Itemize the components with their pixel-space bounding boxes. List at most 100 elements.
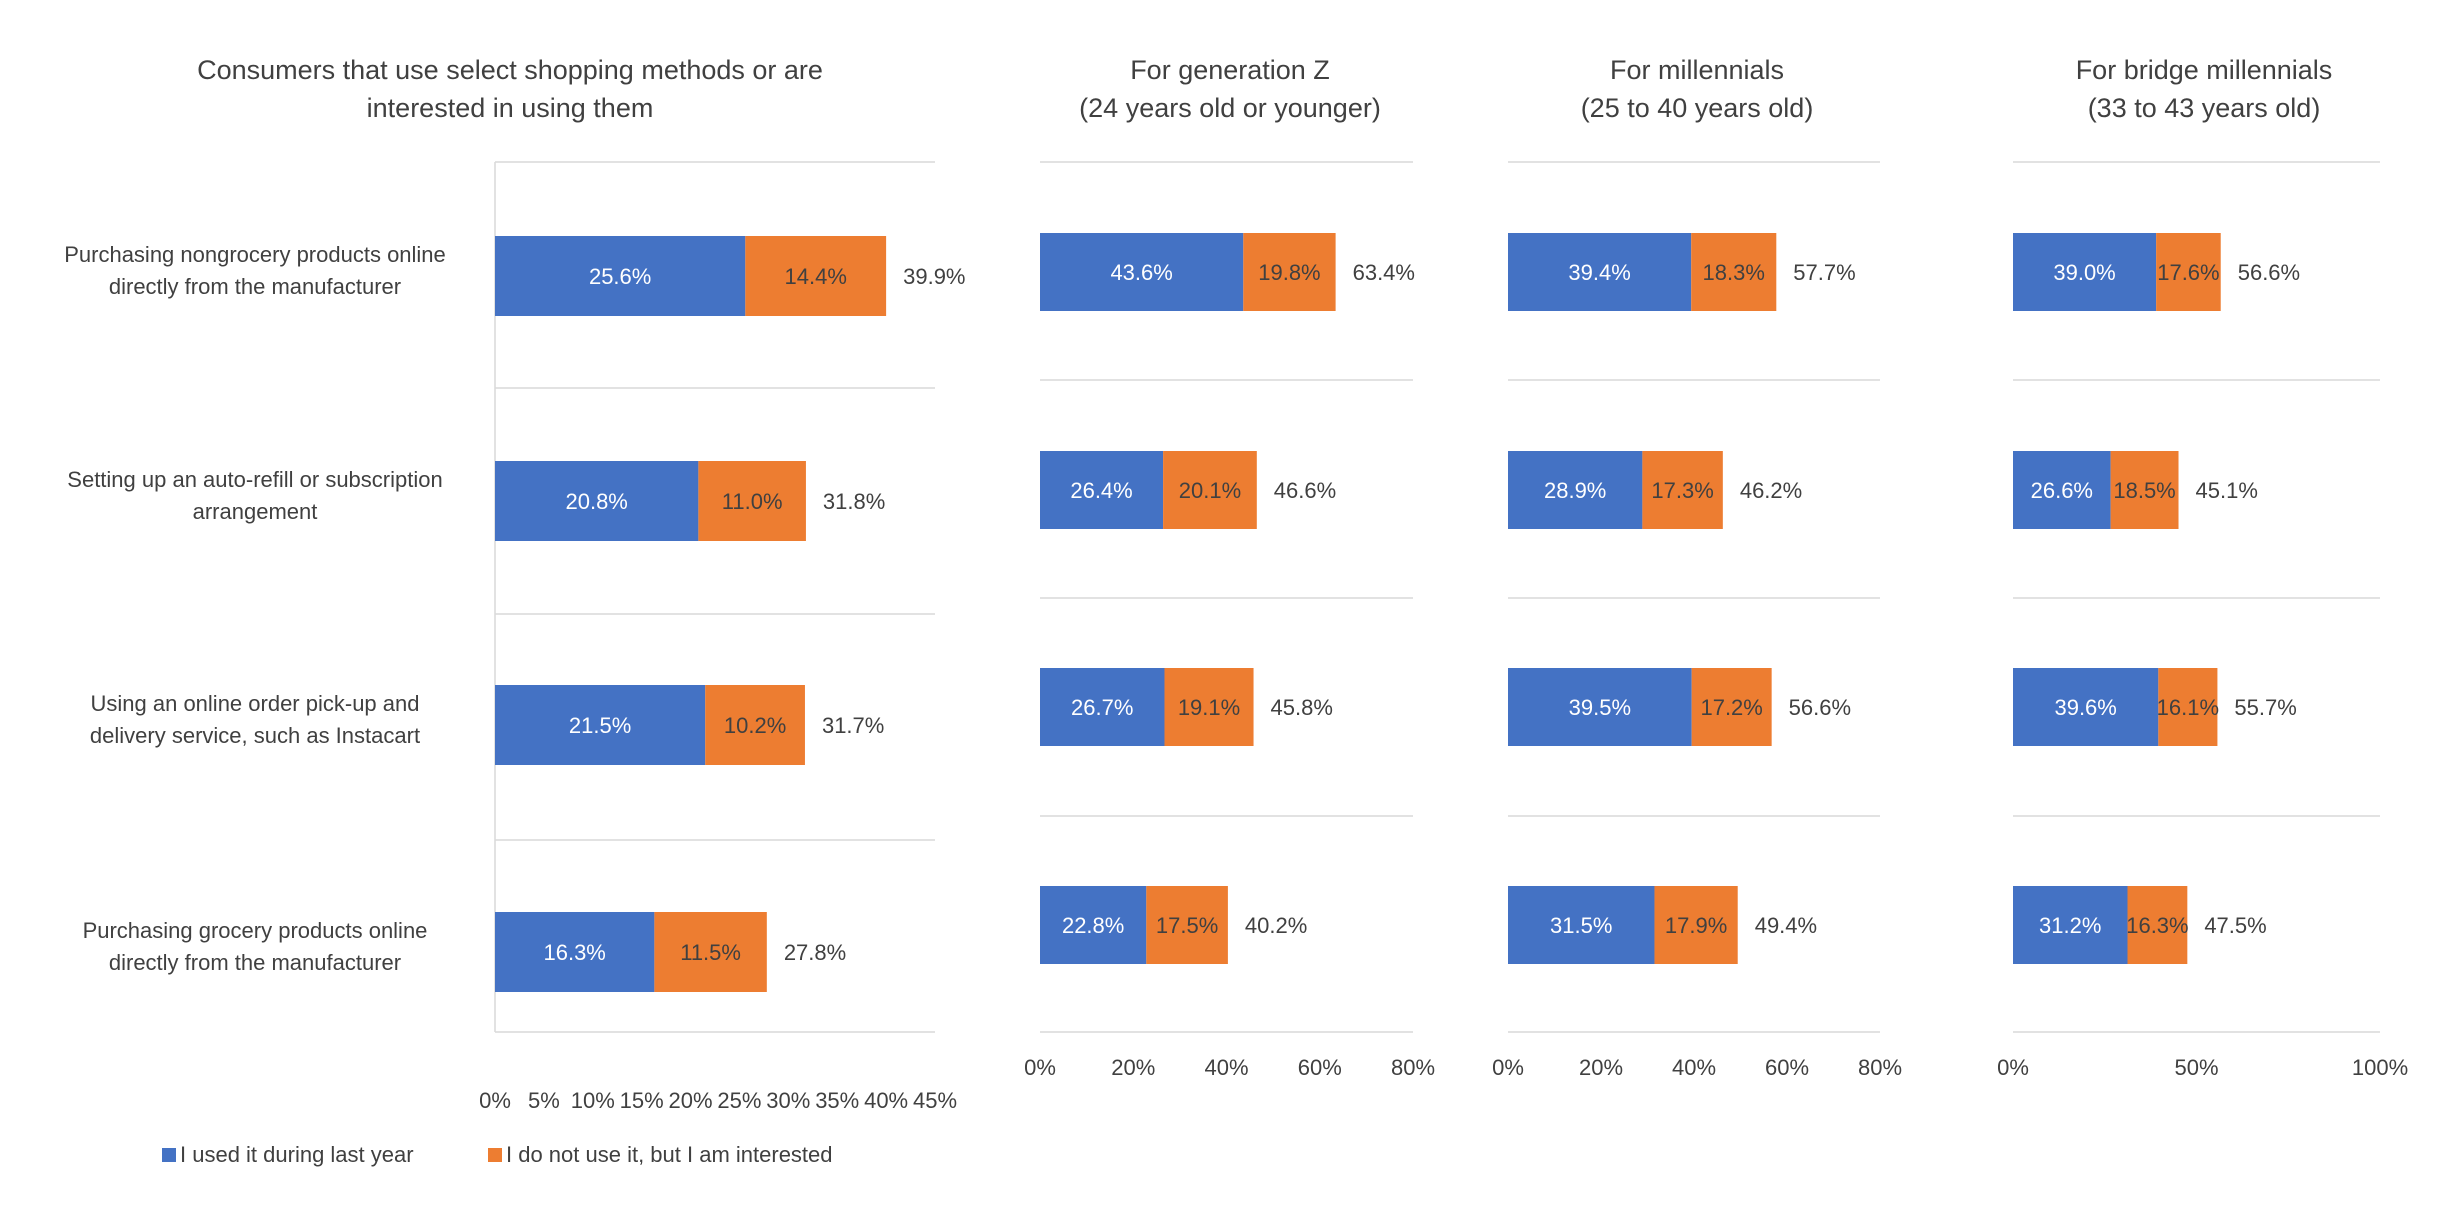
bar-interested [1691,668,1772,746]
total-label: 46.2% [1740,478,1802,503]
total-label: 49.4% [1755,913,1817,938]
bar-used-last-year [495,461,699,541]
bar-used-last-year [1508,451,1643,529]
data-label-used: 26.7% [1071,695,1133,720]
x-tick-label: 25% [717,1088,761,1113]
chart-title-line: For generation Z [1130,55,1330,85]
data-label-interested: 10.2% [724,713,786,738]
category-label: Purchasing grocery products online [83,918,428,943]
x-tick-label: 60% [1298,1055,1342,1080]
data-label-interested: 18.3% [1703,260,1765,285]
x-tick-label: 50% [2174,1055,2218,1080]
data-label-used: 39.4% [1568,260,1630,285]
category-label: delivery service, such as Instacart [90,723,420,748]
legend-label: I used it during last year [180,1142,414,1167]
category-label: directly from the manufacturer [109,950,401,975]
total-label: 57.7% [1793,260,1855,285]
bar-interested [1163,451,1257,529]
bar-interested [2110,451,2179,529]
total-label: 55.7% [2234,695,2296,720]
data-label-used: 25.6% [589,264,651,289]
data-label-interested: 18.5% [2113,478,2175,503]
legend-label: I do not use it, but I am interested [506,1142,833,1167]
data-label-interested: 11.0% [722,489,783,514]
total-label: 27.8% [784,940,846,965]
x-tick-label: 5% [528,1088,560,1113]
chart-title-line: interested in using them [367,93,654,123]
x-tick-label: 30% [766,1088,810,1113]
bar-interested [1691,233,1777,311]
total-label: 45.8% [1271,695,1333,720]
x-tick-label: 60% [1765,1055,1809,1080]
total-label: 47.5% [2204,913,2266,938]
data-label-used: 26.6% [2031,478,2093,503]
bar-used-last-year [2013,451,2111,529]
bar-used-last-year [1508,886,1655,964]
bar-interested [1164,668,1254,746]
total-label: 56.6% [1789,695,1851,720]
data-label-used: 39.5% [1569,695,1631,720]
data-label-used: 21.5% [569,713,631,738]
bar-interested [1642,451,1723,529]
bar-used-last-year [1040,451,1164,529]
x-tick-label: 80% [1391,1055,1435,1080]
bar-used-last-year [2013,668,2159,746]
bar-used-last-year [1508,668,1692,746]
bar-interested [1654,886,1738,964]
bar-used-last-year [1040,233,1244,311]
chart-title-line: (33 to 43 years old) [2088,93,2321,123]
bar-interested [2156,233,2221,311]
bar-used-last-year [495,236,746,316]
bar-interested [2127,886,2188,964]
x-tick-label: 20% [1111,1055,1155,1080]
data-label-used: 22.8% [1062,913,1124,938]
bar-used-last-year [1040,668,1165,746]
data-label-used: 39.6% [2054,695,2116,720]
bar-used-last-year [495,912,655,992]
category-label: Using an online order pick-up and [91,691,420,716]
data-label-interested: 16.3% [2126,913,2188,938]
data-label-interested: 14.4% [785,264,847,289]
data-label-interested: 17.9% [1665,913,1727,938]
chart-title-line: (24 years old or younger) [1079,93,1381,123]
total-label: 46.6% [1274,478,1336,503]
bar-interested [1146,886,1228,964]
legend-swatch [488,1148,502,1162]
bar-interested [1243,233,1336,311]
data-label-used: 26.4% [1070,478,1132,503]
x-tick-label: 40% [864,1088,908,1113]
chart-title-line: For bridge millennials [2076,55,2333,85]
total-label: 31.7% [822,713,884,738]
data-label-interested: 19.8% [1258,260,1320,285]
chart-title-line: Consumers that use select shopping metho… [197,55,823,85]
category-label: arrangement [193,499,318,524]
x-tick-label: 0% [1997,1055,2029,1080]
total-label: 63.4% [1353,260,1415,285]
x-tick-label: 20% [1579,1055,1623,1080]
x-tick-label: 35% [815,1088,859,1113]
chart-title-line: (25 to 40 years old) [1581,93,1814,123]
x-tick-label: 40% [1672,1055,1716,1080]
x-tick-label: 0% [1492,1055,1524,1080]
legend-swatch [162,1148,176,1162]
x-tick-label: 40% [1204,1055,1248,1080]
data-label-used: 16.3% [543,940,605,965]
data-label-interested: 17.3% [1651,478,1713,503]
data-label-interested: 16.1% [2157,695,2219,720]
category-label: Purchasing nongrocery products online [64,242,446,267]
data-label-used: 39.0% [2053,260,2115,285]
category-label: directly from the manufacturer [109,274,401,299]
x-tick-label: 45% [913,1088,957,1113]
bar-used-last-year [495,685,706,765]
total-label: 40.2% [1245,913,1307,938]
x-tick-label: 80% [1858,1055,1902,1080]
bar-used-last-year [2013,886,2128,964]
data-label-used: 31.5% [1550,913,1612,938]
data-label-interested: 17.2% [1700,695,1762,720]
bar-interested [698,461,806,541]
chart-title-line: For millennials [1610,55,1784,85]
data-label-used: 28.9% [1544,478,1606,503]
total-label: 31.8% [823,489,885,514]
bar-used-last-year [1508,233,1692,311]
